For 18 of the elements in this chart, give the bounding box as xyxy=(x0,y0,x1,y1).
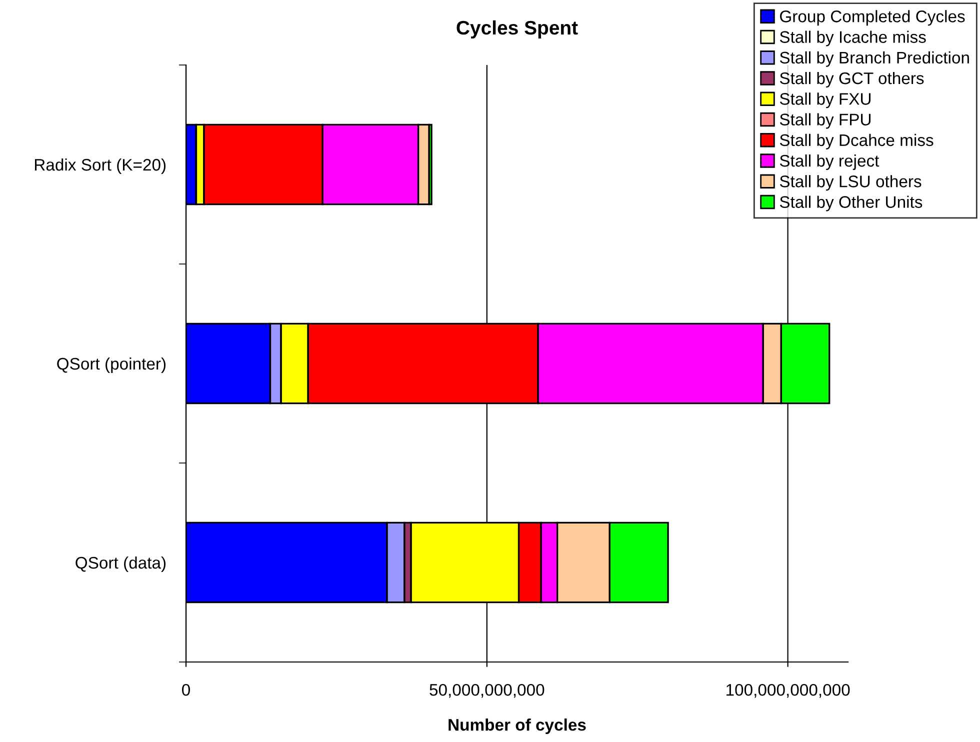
x-tick-label: 50,000,000,000 xyxy=(430,684,544,698)
legend-label: Stall by Other Units xyxy=(780,196,922,212)
legend-label: Stall by FXU xyxy=(780,92,871,108)
x-tick-label: 0 xyxy=(182,684,190,696)
y-tick-label: QSort (pointer) xyxy=(57,357,166,373)
legend-label: Stall by FPU xyxy=(780,113,871,129)
x-tick-label: 100,000,000,000 xyxy=(726,684,850,698)
y-tick-label: Radix Sort (K=20) xyxy=(35,158,166,174)
y-tick-label: QSort (data) xyxy=(76,556,166,572)
legend-label: Stall by Branch Prediction xyxy=(780,51,969,67)
legend-label: Stall by GCT others xyxy=(780,72,924,88)
legend-label: Stall by LSU others xyxy=(780,175,922,191)
legend-label: Stall by Dcahce miss xyxy=(780,134,934,150)
legend-label: Group Completed Cycles xyxy=(780,10,965,26)
legend-label: Stall by Icache miss xyxy=(780,30,926,46)
x-axis-title: Number of cycles xyxy=(448,718,586,734)
legend-label: Stall by reject xyxy=(780,154,880,170)
chart-title: Cycles Spent xyxy=(456,20,578,38)
